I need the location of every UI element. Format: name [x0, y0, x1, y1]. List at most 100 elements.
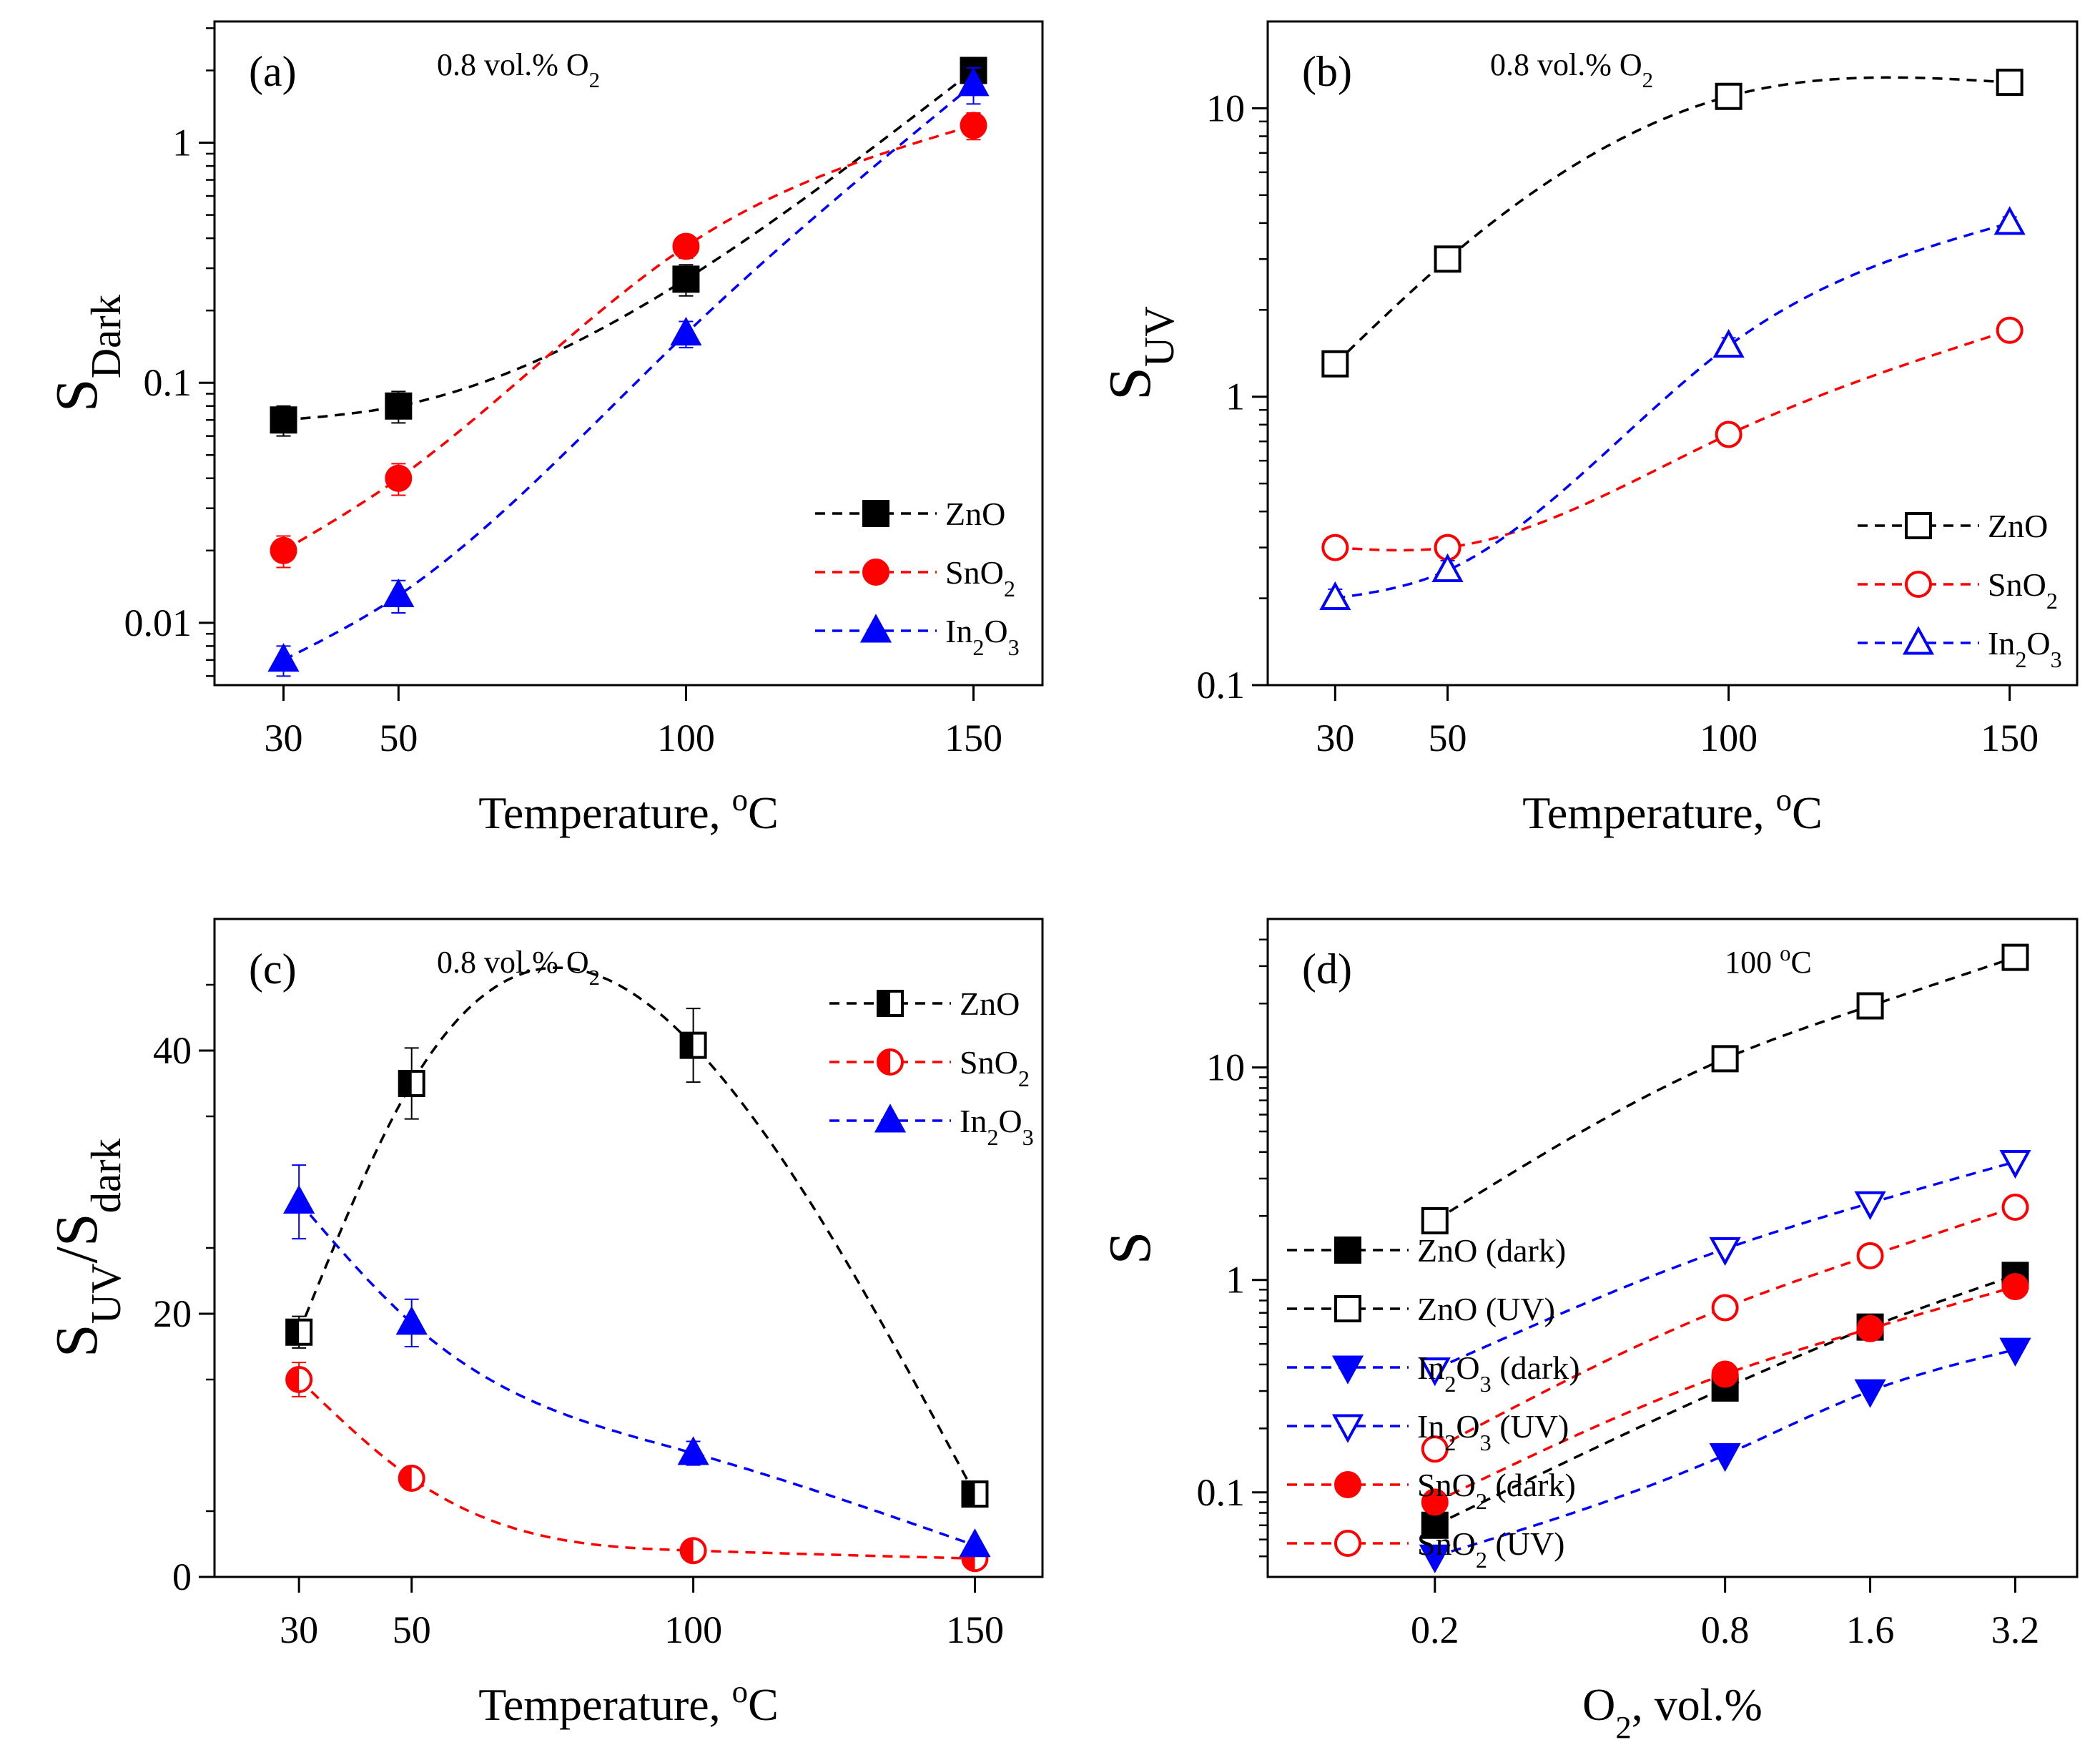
data-point-shape: [1711, 1294, 1739, 1322]
panel-label: (b): [1302, 48, 1352, 95]
data-point: [679, 1537, 707, 1565]
data-point-shape: [270, 406, 297, 434]
data-point: [679, 1031, 707, 1059]
y-axis-label-group: SDark: [44, 294, 129, 412]
data-point: [285, 1318, 313, 1346]
annotation: 100 oC: [1725, 941, 1812, 980]
annotation: 0.8 vol.% O2: [437, 47, 600, 92]
data-point-half: [962, 1482, 975, 1507]
data-point: [1709, 1237, 1741, 1267]
panel-c: 0 20 40 30 50 100 150 Temperature, oC SUV/Sdark (…: [44, 918, 1044, 1730]
legend-marker-shape: [1334, 1295, 1361, 1322]
data-point-shape: [1999, 1150, 2031, 1179]
data-point: [395, 1306, 428, 1335]
data-point-shape: [283, 1184, 315, 1214]
data-point-shape: [1715, 421, 1742, 448]
legend-marker: [877, 990, 904, 1017]
y-axis-label-group: SUV: [1097, 306, 1183, 400]
series-in2o3-uv-: [1419, 1150, 2031, 1387]
data-point-shape: [1854, 1191, 1886, 1220]
legend-marker: [1334, 1471, 1361, 1498]
data-point-shape: [672, 265, 700, 293]
series-zno: [1321, 69, 2023, 378]
x-axis-label: Temperature, oC: [1522, 782, 1823, 838]
data-point-shape: [1856, 1314, 1884, 1342]
fit-curve: [297, 966, 977, 1495]
legend-item: ZnO: [1858, 508, 2048, 544]
data-point: [1715, 421, 1742, 448]
y-tick-label: 0.01: [124, 601, 192, 644]
data-point-shape: [2001, 1273, 2029, 1301]
fit-curve: [1434, 1285, 2016, 1503]
x-tick-label: 100: [1700, 717, 1758, 759]
data-point-half: [681, 1033, 694, 1058]
y-tick-label: 1: [1226, 375, 1245, 418]
legend-item: In2O3 (dark): [1287, 1350, 1580, 1397]
y-axis-label: S: [1097, 1232, 1163, 1265]
x-tick-label: 1.6: [1846, 1608, 1895, 1651]
data-point: [270, 406, 297, 434]
data-point-shape: [1421, 1435, 1449, 1463]
data-point: [1421, 1435, 1449, 1463]
x-tick-label: 150: [946, 1608, 1004, 1651]
data-point: [1856, 992, 1884, 1020]
x-tick-label: 30: [280, 1608, 318, 1651]
data-point-shape: [677, 1436, 709, 1465]
legend: ZnO SnO2 In2O3: [829, 985, 1034, 1150]
data-point: [2001, 943, 2029, 971]
data-point: [385, 392, 413, 420]
legend-marker-half: [878, 1050, 890, 1074]
legend-marker-shape: [1331, 1414, 1364, 1443]
legend-marker: [874, 1103, 907, 1133]
legend-marker: [1331, 1355, 1364, 1385]
data-point-shape: [267, 643, 300, 672]
legend-marker: [1334, 1295, 1361, 1322]
data-point: [1421, 1488, 1449, 1516]
y-tick-label: 0.1: [1197, 1471, 1246, 1514]
y-axis-label-group: S: [1097, 1232, 1163, 1265]
panel-label: (a): [249, 48, 297, 95]
legend-marker: [877, 1048, 904, 1076]
legend-label: SnO2: [1988, 566, 2058, 614]
data-point-shape: [1856, 992, 1884, 1020]
series-sno2: [285, 1362, 989, 1573]
data-point: [672, 232, 700, 260]
legend-marker: [862, 559, 889, 586]
legend-item: SnO2: [829, 1044, 1030, 1091]
data-point: [1854, 1191, 1886, 1220]
legend-item: SnO2 (dark): [1287, 1467, 1576, 1514]
data-point: [1996, 316, 2023, 344]
fit-curve: [1434, 1348, 2016, 1558]
legend-marker-shape: [859, 614, 892, 643]
legend-label: SnO2: [960, 1044, 1030, 1091]
data-point: [957, 67, 990, 97]
data-point-shape: [1999, 1337, 2031, 1367]
data-point: [398, 1070, 425, 1097]
data-point: [1419, 1544, 1451, 1573]
data-point: [1711, 1360, 1739, 1388]
data-point: [1996, 69, 2023, 97]
data-point: [285, 1366, 313, 1393]
data-point-shape: [1856, 1242, 1884, 1269]
data-point: [1711, 1294, 1739, 1322]
data-point: [2001, 1193, 2029, 1221]
legend-label: In2O3: [945, 613, 1020, 660]
data-point: [383, 578, 415, 608]
legend-label: SnO2 (UV): [1417, 1525, 1564, 1573]
data-point: [1999, 1150, 2031, 1179]
y-tick-label: 10: [1206, 87, 1245, 129]
fit-curve: [1334, 76, 2010, 365]
series-zno-uv-: [1421, 943, 2029, 1234]
legend-item: SnO2: [815, 554, 1015, 601]
legend: ZnO (dark) ZnO (UV) In2O3 (dark) In2O3 (UV)…: [1287, 1232, 1580, 1573]
data-point: [1434, 245, 1461, 273]
data-point-shape: [1712, 328, 1745, 358]
fit-curve: [282, 124, 975, 552]
x-tick-label: 50: [393, 1608, 431, 1651]
legend-marker: [1905, 571, 1932, 598]
legend-item: ZnO (dark): [1287, 1232, 1566, 1269]
panel-label: (c): [249, 945, 297, 993]
legend-marker-shape: [1905, 512, 1932, 539]
x-tick-label: 100: [664, 1608, 722, 1651]
plot-frame: [1266, 918, 2079, 1578]
